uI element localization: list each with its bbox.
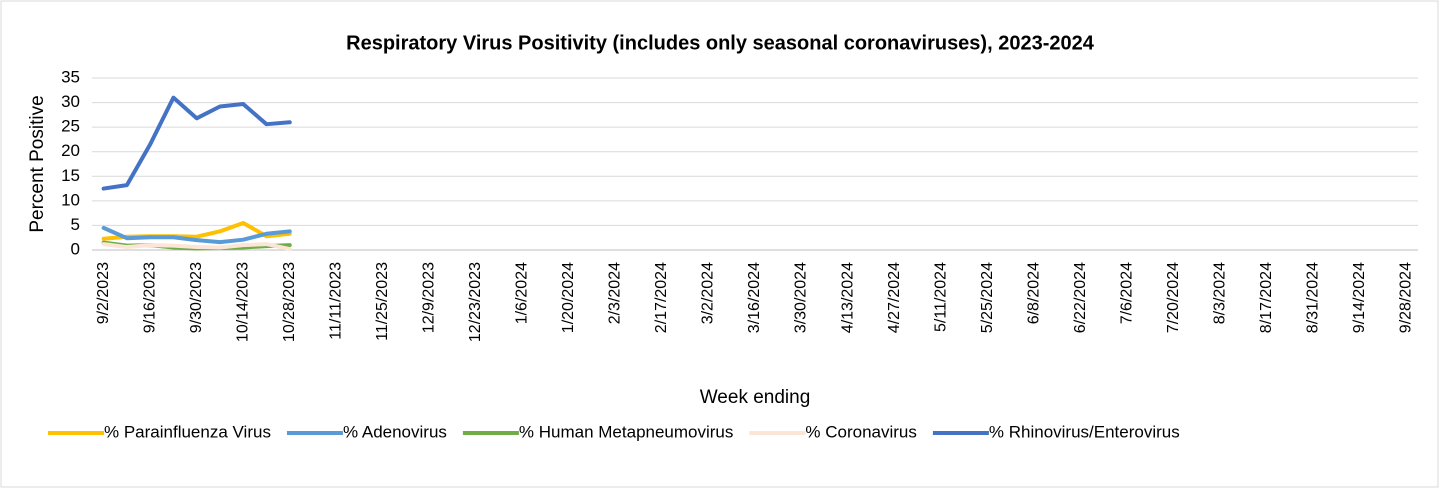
x-tick-label: 1/6/2024	[514, 262, 531, 324]
x-tick-label: 4/13/2024	[839, 262, 856, 333]
y-tick-label: 25	[61, 117, 80, 136]
x-axis-title: Week ending	[700, 387, 811, 408]
y-tick-label: 5	[71, 215, 80, 234]
x-tick-label: 9/16/2023	[141, 262, 158, 333]
legend-label: % Coronavirus	[805, 422, 917, 441]
x-tick-label: 6/22/2024	[1072, 262, 1089, 333]
x-tick-label: 11/25/2023	[374, 262, 391, 341]
x-tick-label: 10/14/2023	[234, 262, 251, 342]
x-tick-label: 8/3/2024	[1211, 262, 1228, 324]
x-tick-label: 4/27/2024	[886, 262, 903, 333]
x-tick-label: 3/2/2024	[700, 262, 717, 324]
series-line	[101, 95, 292, 191]
x-tick-label: 10/28/2023	[281, 262, 298, 342]
chart-title: Respiratory Virus Positivity (includes o…	[346, 32, 1095, 54]
y-tick-label: 20	[61, 141, 80, 160]
x-tick-label: 9/14/2024	[1351, 262, 1368, 333]
x-tick-label: 9/28/2024	[1398, 262, 1415, 333]
x-tick-label: 6/8/2024	[1025, 262, 1042, 324]
x-tick-label: 5/11/2024	[932, 262, 949, 332]
x-tick-label: 3/30/2024	[793, 262, 810, 333]
x-tick-label: 12/23/2023	[467, 262, 484, 342]
x-tick-label: 11/11/2023	[327, 262, 344, 340]
legend-label: % Human Metapneumovirus	[519, 422, 733, 441]
y-tick-label: 0	[71, 239, 80, 258]
y-tick-label: 30	[61, 92, 80, 111]
x-tick-label: 9/2/2023	[95, 262, 112, 324]
x-tick-label: 3/16/2024	[746, 262, 763, 333]
x-tick-label: 1/20/2024	[560, 262, 577, 333]
legend-label: % Rhinovirus/Enterovirus	[989, 422, 1180, 441]
x-tick-label: 2/17/2024	[653, 262, 670, 333]
x-tick-label: 12/9/2023	[421, 262, 438, 333]
x-tick-label: 7/6/2024	[1118, 262, 1135, 324]
x-tick-label: 8/31/2024	[1305, 262, 1322, 333]
y-tick-label: 35	[61, 67, 80, 86]
x-tick-label: 9/30/2023	[188, 262, 205, 333]
x-tick-label: 2/3/2024	[607, 262, 624, 324]
y-axis-title: Percent Positive	[27, 95, 48, 232]
series-line	[101, 242, 292, 252]
y-tick-label: 10	[61, 190, 80, 209]
series-line	[101, 225, 292, 245]
y-tick-label: 15	[61, 166, 80, 185]
x-tick-label: 8/17/2024	[1258, 262, 1275, 333]
x-tick-label: 7/20/2024	[1165, 262, 1182, 333]
legend-label: % Parainfluenza Virus	[104, 422, 271, 441]
x-tick-label: 5/25/2024	[979, 262, 996, 333]
legend-label: % Adenovirus	[343, 422, 447, 441]
